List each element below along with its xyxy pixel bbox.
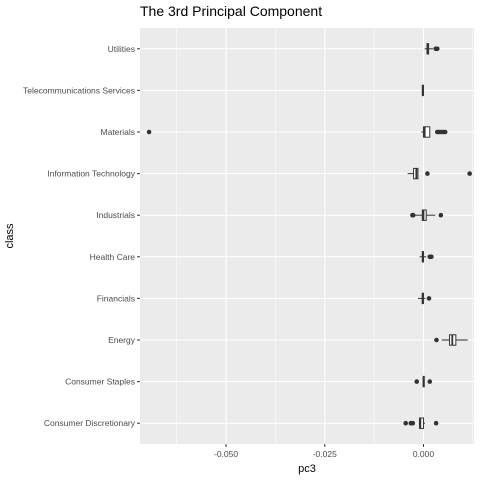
outlier-point	[410, 212, 416, 218]
box-consumer-discretionary	[403, 417, 439, 429]
box-information-technology	[407, 167, 472, 180]
outlier-point	[427, 379, 433, 384]
box-energy	[434, 334, 468, 346]
y-axis-title: class	[4, 223, 16, 249]
box-telecommunications-services	[421, 84, 424, 97]
outlier-point	[467, 171, 472, 176]
outlier-point	[410, 420, 416, 426]
plot-panel	[140, 28, 474, 444]
y-tick-label: Utilities	[108, 44, 135, 54]
y-tick-label: Information Technology	[47, 169, 135, 179]
outlier-point	[403, 420, 408, 426]
x-tick-label: -0.050	[214, 449, 238, 459]
x-axis: -0.050 -0.025 0.000	[214, 444, 434, 459]
box-utilities	[424, 43, 440, 55]
outlier-point	[434, 46, 440, 52]
y-tick-label: Industrials	[96, 210, 135, 220]
outlier-point	[438, 212, 444, 218]
box-materials	[146, 126, 448, 138]
box-iqr	[422, 126, 431, 138]
x-axis-title: pc3	[298, 463, 316, 475]
y-tick-label: Consumer Staples	[65, 377, 135, 387]
box-group	[146, 43, 472, 429]
box-financials	[417, 292, 432, 305]
y-tick-label: Energy	[108, 335, 136, 345]
box-health-care	[419, 251, 434, 263]
y-tick-label: Health Care	[90, 252, 136, 262]
y-tick-label: Consumer Discretionary	[44, 418, 136, 428]
outlier-point	[146, 129, 152, 135]
outlier-point	[425, 171, 430, 176]
outlier-point	[434, 337, 439, 343]
outlier-point	[433, 420, 439, 426]
outlier-point	[442, 129, 448, 135]
outlier-point	[414, 379, 420, 384]
outlier-point	[426, 296, 432, 301]
y-axis: Consumer Discretionary Consumer Staples En…	[23, 44, 140, 428]
box-consumer-staples	[414, 375, 433, 388]
chart-title: The 3rd Principal Component	[140, 3, 322, 19]
box-industrials	[410, 209, 444, 221]
x-tick-label: 0.000	[413, 449, 435, 459]
x-tick-label: -0.025	[313, 449, 337, 459]
outlier-point	[429, 254, 434, 260]
y-tick-label: Financials	[97, 293, 135, 303]
y-tick-label: Materials	[101, 127, 135, 137]
y-tick-label: Telecommunications Services	[23, 85, 135, 95]
